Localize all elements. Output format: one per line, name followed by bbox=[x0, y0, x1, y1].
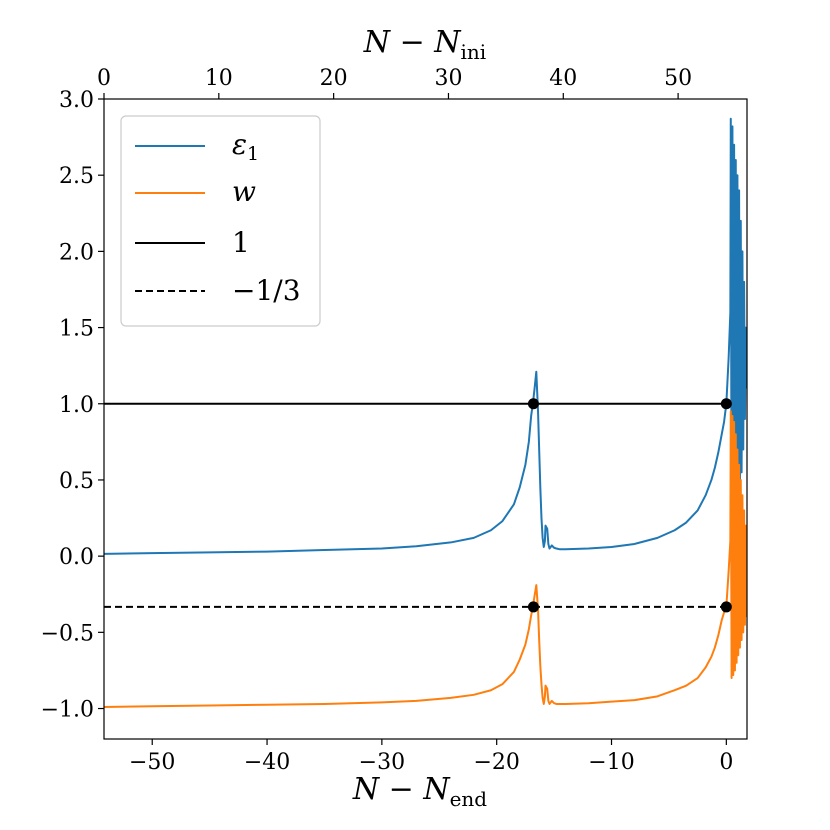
y-tick-label: 0.0 bbox=[59, 545, 94, 570]
x-axis-label-top: N − Nini bbox=[363, 25, 486, 64]
legend-label-w: w bbox=[232, 175, 256, 208]
series-line-w bbox=[104, 410, 747, 708]
x-tick-label: −10 bbox=[588, 750, 634, 775]
x-tick-label: −30 bbox=[359, 750, 405, 775]
x-tick-label: −50 bbox=[129, 750, 175, 775]
top-tick-label: 10 bbox=[205, 66, 233, 91]
y-tick-label: −0.5 bbox=[41, 621, 94, 646]
y-tick-label: 0.5 bbox=[59, 469, 94, 494]
top-tick-label: 30 bbox=[434, 66, 462, 91]
series-layer bbox=[104, 117, 747, 708]
legend-label-epsilon1-subscript: 1 bbox=[247, 143, 259, 165]
legend: ε1 w 1 −1/3 bbox=[120, 115, 321, 327]
crossing-marker-2 bbox=[720, 398, 732, 410]
y-tick-label: 3.0 bbox=[59, 88, 94, 113]
x-tick-label: 0 bbox=[719, 750, 733, 775]
legend-box bbox=[120, 115, 321, 327]
top-tick-label: 0 bbox=[97, 66, 111, 91]
legend-label-one: 1 bbox=[232, 226, 250, 259]
y-tick-label: −1.0 bbox=[41, 698, 94, 723]
crossing-marker-1 bbox=[527, 398, 539, 410]
marker-layer bbox=[527, 398, 732, 613]
crossing-marker-4 bbox=[720, 601, 732, 613]
top-tick-label: 20 bbox=[320, 66, 348, 91]
y-tick-label: 2.5 bbox=[59, 164, 94, 189]
x-axis-label-bottom-subscript: end bbox=[450, 787, 488, 811]
y-tick-label: 1.5 bbox=[59, 317, 94, 342]
plot-frame bbox=[103, 98, 748, 740]
y-tick-label: 1.0 bbox=[59, 393, 94, 418]
x-axis-label-top-subscript: ini bbox=[461, 40, 487, 64]
y-tick-label: 2.0 bbox=[59, 240, 94, 265]
x-tick-label: −20 bbox=[473, 750, 519, 775]
legend-label-epsilon1: ε1 bbox=[232, 128, 259, 165]
tick-layer: −50 −40 −30 −20 −10 0 0 10 20 30 40 50 −1.0 −0.5 0.0 0.… bbox=[41, 66, 734, 775]
top-tick-label: 40 bbox=[549, 66, 577, 91]
x-tick-label: −40 bbox=[244, 750, 290, 775]
x-axis-label-bottom: N − Nend bbox=[352, 772, 487, 811]
top-tick-label: 50 bbox=[664, 66, 692, 91]
legend-label-minus-third: −1/3 bbox=[232, 274, 301, 307]
crossing-marker-3 bbox=[527, 601, 539, 613]
